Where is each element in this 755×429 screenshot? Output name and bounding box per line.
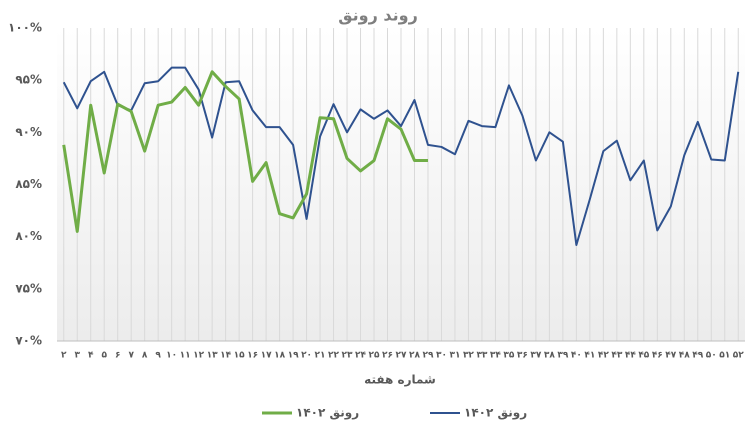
x-tick-label: ۲۱: [315, 351, 326, 361]
chart-title: روند رونق: [338, 6, 418, 25]
x-tick-label: ۱۶: [247, 351, 258, 361]
x-tick-label: ۳۵: [503, 351, 514, 361]
x-tick-label: ۵۲: [733, 351, 744, 361]
y-tick-label: ۷۰%: [15, 334, 42, 348]
x-tick-label: ۳: [74, 351, 80, 361]
x-tick-label: ۱۸: [274, 351, 285, 361]
x-tick-label: ۲۳: [342, 351, 353, 361]
x-tick-label: ۴۲: [598, 351, 609, 361]
x-axis-label: شماره هفته: [364, 373, 436, 387]
series-line: [62, 70, 428, 233]
x-tick-label: ۳۲: [463, 351, 474, 361]
x-tick-label: ۱۴: [220, 351, 231, 361]
y-tick-label: ۱۰۰%: [8, 21, 42, 35]
y-tick-label: ۹۵%: [15, 73, 42, 87]
x-tick-label: ۱۰: [166, 351, 177, 361]
x-tick-label: ۴: [88, 351, 94, 361]
x-tick-label: ۴۱: [584, 351, 595, 361]
x-tick-label: ۹: [155, 351, 161, 361]
x-tick-label: ۲۹: [422, 351, 433, 361]
x-tick-label: ۱۲: [193, 351, 204, 361]
x-tick-label: ۸: [142, 351, 148, 361]
x-tick-label: ۲۶: [382, 351, 393, 361]
x-tick-label: ۴۷: [665, 351, 676, 361]
y-tick-label: ۸۵%: [15, 177, 42, 191]
x-tick-label: ۱۷: [261, 351, 272, 361]
x-tick-label: ۵: [101, 351, 107, 361]
x-tick-label: ۵۰: [706, 351, 717, 361]
x-tick-label: ۲: [61, 351, 67, 361]
series-line: [62, 66, 740, 247]
x-tick-label: ۷: [128, 351, 134, 361]
x-tick-label: ۳۳: [476, 351, 487, 361]
x-tick-label: ۳۰: [436, 351, 447, 361]
x-tick-label: ۲۷: [396, 351, 407, 361]
x-tick-label: ۴۶: [652, 351, 663, 361]
x-tick-label: ۲۴: [355, 351, 366, 361]
x-tick-label: ۴۴: [625, 351, 636, 361]
x-tick-label: ۴۵: [638, 351, 649, 361]
y-tick-label: ۷۵%: [15, 281, 42, 295]
x-tick-label: ۶: [115, 351, 121, 361]
x-tick-label: ۱۳: [207, 351, 218, 361]
x-tick-label: ۲۲: [328, 351, 339, 361]
x-tick-label: ۲۰: [301, 351, 312, 361]
x-tick-label: ۲۸: [409, 351, 420, 361]
x-tick-label: ۳۱: [449, 351, 460, 361]
x-tick-label: ۲۵: [369, 351, 380, 361]
x-tick-label: ۱۵: [234, 351, 245, 361]
x-tick-label: ۳۷: [530, 351, 541, 361]
legend-label: رونق ۱۴۰۲: [296, 406, 359, 421]
x-tick-label: ۳۸: [544, 351, 555, 361]
x-tick-label: ۴۳: [611, 351, 622, 361]
x-tick-label: ۳۹: [557, 351, 568, 361]
y-tick-label: ۹۰%: [15, 125, 42, 139]
x-tick-label: ۳۴: [490, 351, 501, 361]
legend-label: رونق ۱۴۰۲: [464, 406, 527, 421]
x-tick-label: ۴۹: [692, 351, 703, 361]
x-tick-label: ۴۸: [679, 351, 690, 361]
y-tick-label: ۸۰%: [15, 229, 42, 243]
x-tick-label: ۱۹: [288, 351, 299, 361]
x-tick-label: ۳۶: [517, 351, 528, 361]
x-tick-label: ۵۱: [719, 351, 730, 361]
x-tick-label: ۴۰: [571, 351, 582, 361]
x-tick-label: ۱۱: [180, 351, 191, 361]
